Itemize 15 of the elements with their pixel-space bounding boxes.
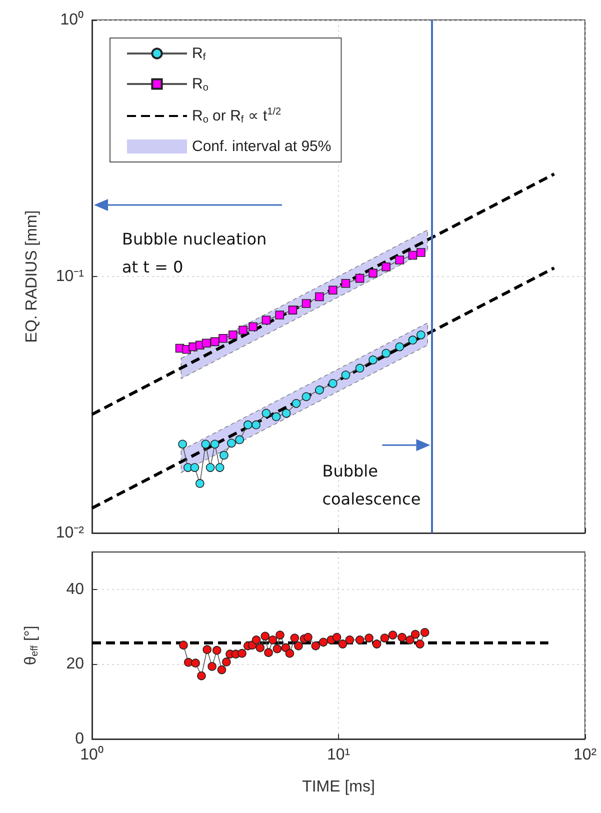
y-tick-label: 40	[66, 580, 84, 598]
y-axis-title: θeff [°]	[22, 626, 40, 666]
y-tick-label: 10⁻¹	[56, 268, 84, 285]
y-tick-label: 0	[75, 730, 84, 748]
x-tick-label: 10¹	[326, 746, 350, 764]
annotation: Bubble coalescence	[322, 462, 421, 509]
y-axis-title: EQ. RADIUS [mm]	[24, 210, 40, 343]
annotation: Bubble nucleation at t = 0	[122, 230, 272, 276]
y-tick-label: 10⁻²	[56, 524, 85, 542]
x-axis-title: TIME [ms]	[302, 778, 375, 796]
legend-label: Conf. interval at 95%	[192, 138, 332, 155]
x-tick-label: 10²	[573, 746, 598, 764]
y-tick-label: 20	[66, 656, 84, 673]
y-tick-label: 10⁰	[60, 10, 84, 28]
x-tick-label: 10⁰	[80, 746, 104, 764]
